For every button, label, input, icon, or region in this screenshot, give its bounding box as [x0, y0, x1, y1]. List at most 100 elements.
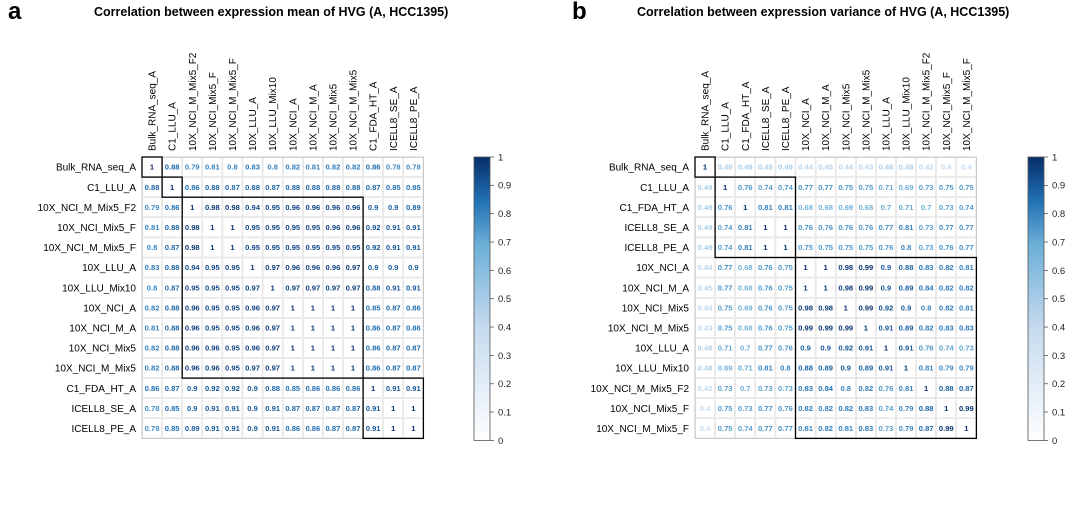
- row-label: Bulk_RNA_seq_A: [56, 163, 136, 174]
- heatmap-cell-fill: [203, 258, 222, 277]
- cell-value-label: 0.74: [778, 183, 794, 192]
- cell-value-label: 1: [964, 424, 969, 433]
- heatmap-cell-fill: [163, 258, 181, 277]
- colorbar-segment: [474, 395, 490, 399]
- heatmap-cell-fill: [957, 218, 975, 236]
- heatmap-cell-fill: [736, 238, 754, 257]
- colorbar-tick-label: 0.1: [498, 407, 511, 418]
- cell-value-label: 0.92: [366, 223, 381, 232]
- row-label: 10X_NCI_M_Mix5_F: [43, 243, 136, 254]
- cell-value-label: 1: [250, 263, 255, 272]
- colorbar-tick-label: 0.7: [1052, 237, 1065, 248]
- heatmap-cell-fill: [163, 198, 181, 216]
- cell-value-label: 0.99: [939, 424, 954, 433]
- colorbar-segment: [474, 397, 490, 402]
- cell-value-label: 0.9: [187, 404, 198, 413]
- column-label: 10X_NCI_M_Mix5_F: [228, 58, 239, 151]
- row-label: 10X_NCI_Mix5: [69, 344, 137, 355]
- cell-value-label: 0.92: [838, 344, 853, 353]
- colorbar-segment: [1028, 380, 1044, 385]
- cell-value-label: 0.75: [718, 424, 734, 433]
- heatmap-cell-fill: [384, 198, 402, 216]
- colorbar-tick-label: 0.6: [1052, 266, 1065, 277]
- heatmap-cell-fill: [163, 158, 181, 176]
- heatmap-cell-fill: [243, 218, 262, 237]
- cell-value-label: 0.76: [778, 344, 793, 353]
- cell-value-label: 1: [864, 323, 869, 332]
- heatmap-cell-fill: [937, 299, 955, 317]
- heatmap-cell-fill: [223, 319, 242, 337]
- heatmap-cell-fill: [223, 218, 242, 237]
- cell-value-label: 0.85: [386, 183, 402, 192]
- heatmap-cell-fill: [937, 399, 956, 418]
- colorbar-segment: [1028, 397, 1044, 402]
- cell-value-label: 0.88: [366, 283, 381, 292]
- heatmap-cell-fill: [324, 198, 342, 217]
- cell-value-label: 0.9: [820, 344, 831, 353]
- heatmap-cell-fill: [283, 339, 302, 357]
- cell-value-label: 0.75: [838, 183, 854, 192]
- heatmap-cell-fill: [857, 218, 875, 236]
- cluster-box: [362, 377, 425, 440]
- heatmap-cell-fill: [283, 218, 302, 237]
- column-label: 10X_NCI_M_Mix5_F2: [922, 52, 933, 151]
- heatmap-cell-fill: [384, 339, 402, 357]
- heatmap-cell-fill: [143, 339, 161, 357]
- heatmap-cell-fill: [897, 359, 915, 377]
- cell-value-label: 0.7: [740, 344, 751, 353]
- cell-value-label: 0.82: [939, 263, 954, 272]
- cell-value-label: 0.8: [921, 303, 932, 312]
- cell-value-label: 0.71: [879, 183, 895, 192]
- heatmap-cell-fill: [223, 278, 242, 297]
- cell-value-label: 0.96: [245, 323, 260, 332]
- colorbar-segment: [474, 378, 490, 382]
- cell-value-label: 0.88: [205, 183, 220, 192]
- cell-value-label: 0.73: [919, 183, 934, 192]
- colorbar-segment: [474, 338, 490, 342]
- cell-value-label: 0.85: [285, 384, 301, 393]
- colorbar-segment: [474, 176, 490, 181]
- cell-value-label: 0.86: [145, 384, 160, 393]
- colorbar-segment: [474, 324, 490, 328]
- colorbar-segment: [474, 304, 490, 308]
- colorbar-segment: [474, 329, 490, 334]
- cell-value-label: 0.88: [346, 183, 361, 192]
- cell-value-label: 0.85: [366, 303, 382, 312]
- cell-value-label: 0.79: [899, 404, 914, 413]
- heatmap-cell-fill: [223, 258, 242, 277]
- colorbar-segment: [1028, 182, 1044, 186]
- cell-value-label: 0.87: [285, 404, 300, 413]
- cell-value-label: 0.95: [225, 364, 241, 373]
- cell-value-label: 1: [230, 243, 235, 252]
- heatmap-cell-fill: [163, 178, 181, 196]
- column-label: 10X_NCI_M_Mix5_F: [962, 58, 973, 151]
- cell-value-label: 0.87: [165, 283, 180, 292]
- cell-value-label: 0.86: [406, 323, 421, 332]
- heatmap-cell-fill: [344, 198, 362, 217]
- cell-value-label: 0.76: [718, 203, 733, 212]
- heatmap-cell-fill: [263, 198, 282, 217]
- colorbar-segment: [1028, 281, 1044, 286]
- colorbar-segment: [474, 193, 490, 198]
- colorbar-segment: [474, 162, 490, 167]
- cell-value-label: 0.88: [165, 364, 180, 373]
- cell-value-label: 0.91: [205, 424, 221, 433]
- heatmap-cell-fill: [143, 419, 161, 437]
- colorbar-segment: [474, 182, 490, 186]
- colorbar-segment: [474, 310, 490, 314]
- heatmap-cell-fill: [776, 319, 794, 337]
- cell-value-label: 0.43: [698, 323, 713, 332]
- heatmap-cell-fill: [776, 198, 795, 216]
- heatmap-cell-fill: [817, 238, 835, 256]
- cell-value-label: 0.43: [858, 163, 873, 172]
- colorbar-segment: [1028, 383, 1044, 388]
- heatmap-cell-fill: [183, 238, 202, 257]
- column-label: ICELL8_PE_A: [781, 86, 792, 151]
- cell-value-label: 0.75: [778, 323, 794, 332]
- heatmap-cell-fill: [344, 419, 362, 438]
- colorbar-segment: [1028, 310, 1044, 314]
- cell-value-label: 0.81: [959, 303, 975, 312]
- cell-value-label: 0.87: [386, 323, 401, 332]
- colorbar-segment: [1028, 434, 1044, 439]
- heatmap-cell-fill: [384, 379, 402, 397]
